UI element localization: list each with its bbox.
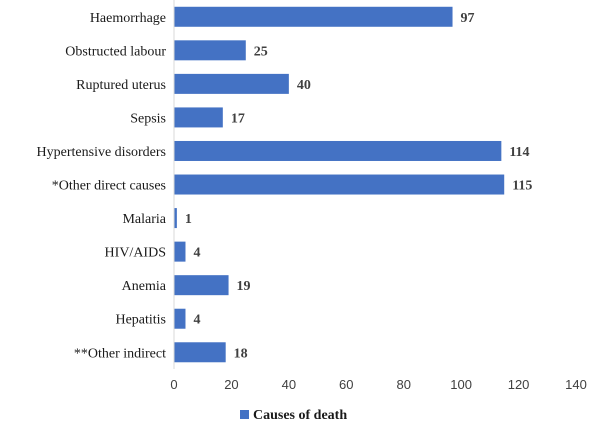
x-tick-label: 80 (396, 377, 410, 392)
bar (174, 6, 453, 27)
data-label: 19 (237, 279, 251, 294)
data-label: 17 (231, 111, 245, 126)
data-label: 40 (297, 78, 311, 93)
data-label: 1 (185, 212, 192, 227)
value-labels: 97 25 40 17 114 115 1 4 19 4 18 (185, 11, 533, 361)
x-tick-label: 20 (224, 377, 238, 392)
x-tick-label: 40 (282, 377, 296, 392)
bar (174, 40, 246, 61)
legend-swatch (240, 410, 249, 419)
legend-label: Causes of death (253, 408, 347, 423)
data-label: 4 (193, 313, 200, 328)
x-axis-tick-labels: 0 20 40 60 80 100 120 140 (170, 377, 586, 392)
x-tick-label: 0 (170, 377, 177, 392)
data-label: 4 (193, 246, 200, 261)
legend: Causes of death (240, 408, 347, 423)
bar (174, 208, 177, 229)
category-label: **Other indirect (74, 346, 166, 361)
category-label: HIV/AIDS (105, 246, 166, 261)
bar (174, 308, 186, 329)
data-label: 97 (461, 11, 475, 26)
category-label: Obstructed labour (65, 44, 166, 59)
bar (174, 140, 502, 161)
bar (174, 342, 226, 363)
data-label: 115 (512, 179, 532, 194)
bars (174, 6, 505, 363)
data-label: 18 (234, 346, 248, 361)
category-label: Sepsis (130, 111, 166, 126)
bar (174, 107, 223, 128)
bar (174, 275, 229, 296)
category-label: Ruptured uterus (76, 78, 166, 93)
category-labels: Haemorrhage Obstructed labour Ruptured ute… (37, 11, 167, 361)
x-tick-label: 120 (508, 377, 530, 392)
x-tick-label: 60 (339, 377, 353, 392)
bar (174, 174, 505, 195)
data-label: 114 (509, 145, 529, 160)
category-label: Haemorrhage (90, 11, 166, 26)
category-label: Hepatitis (115, 313, 166, 328)
category-label: *Other direct causes (52, 179, 166, 194)
category-label: Hypertensive disorders (37, 145, 166, 160)
category-label: Anemia (122, 279, 167, 294)
category-label: Malaria (122, 212, 166, 227)
bar (174, 241, 186, 262)
x-tick-label: 140 (565, 377, 587, 392)
data-label: 25 (254, 44, 268, 59)
bar (174, 73, 289, 94)
x-tick-label: 100 (450, 377, 472, 392)
